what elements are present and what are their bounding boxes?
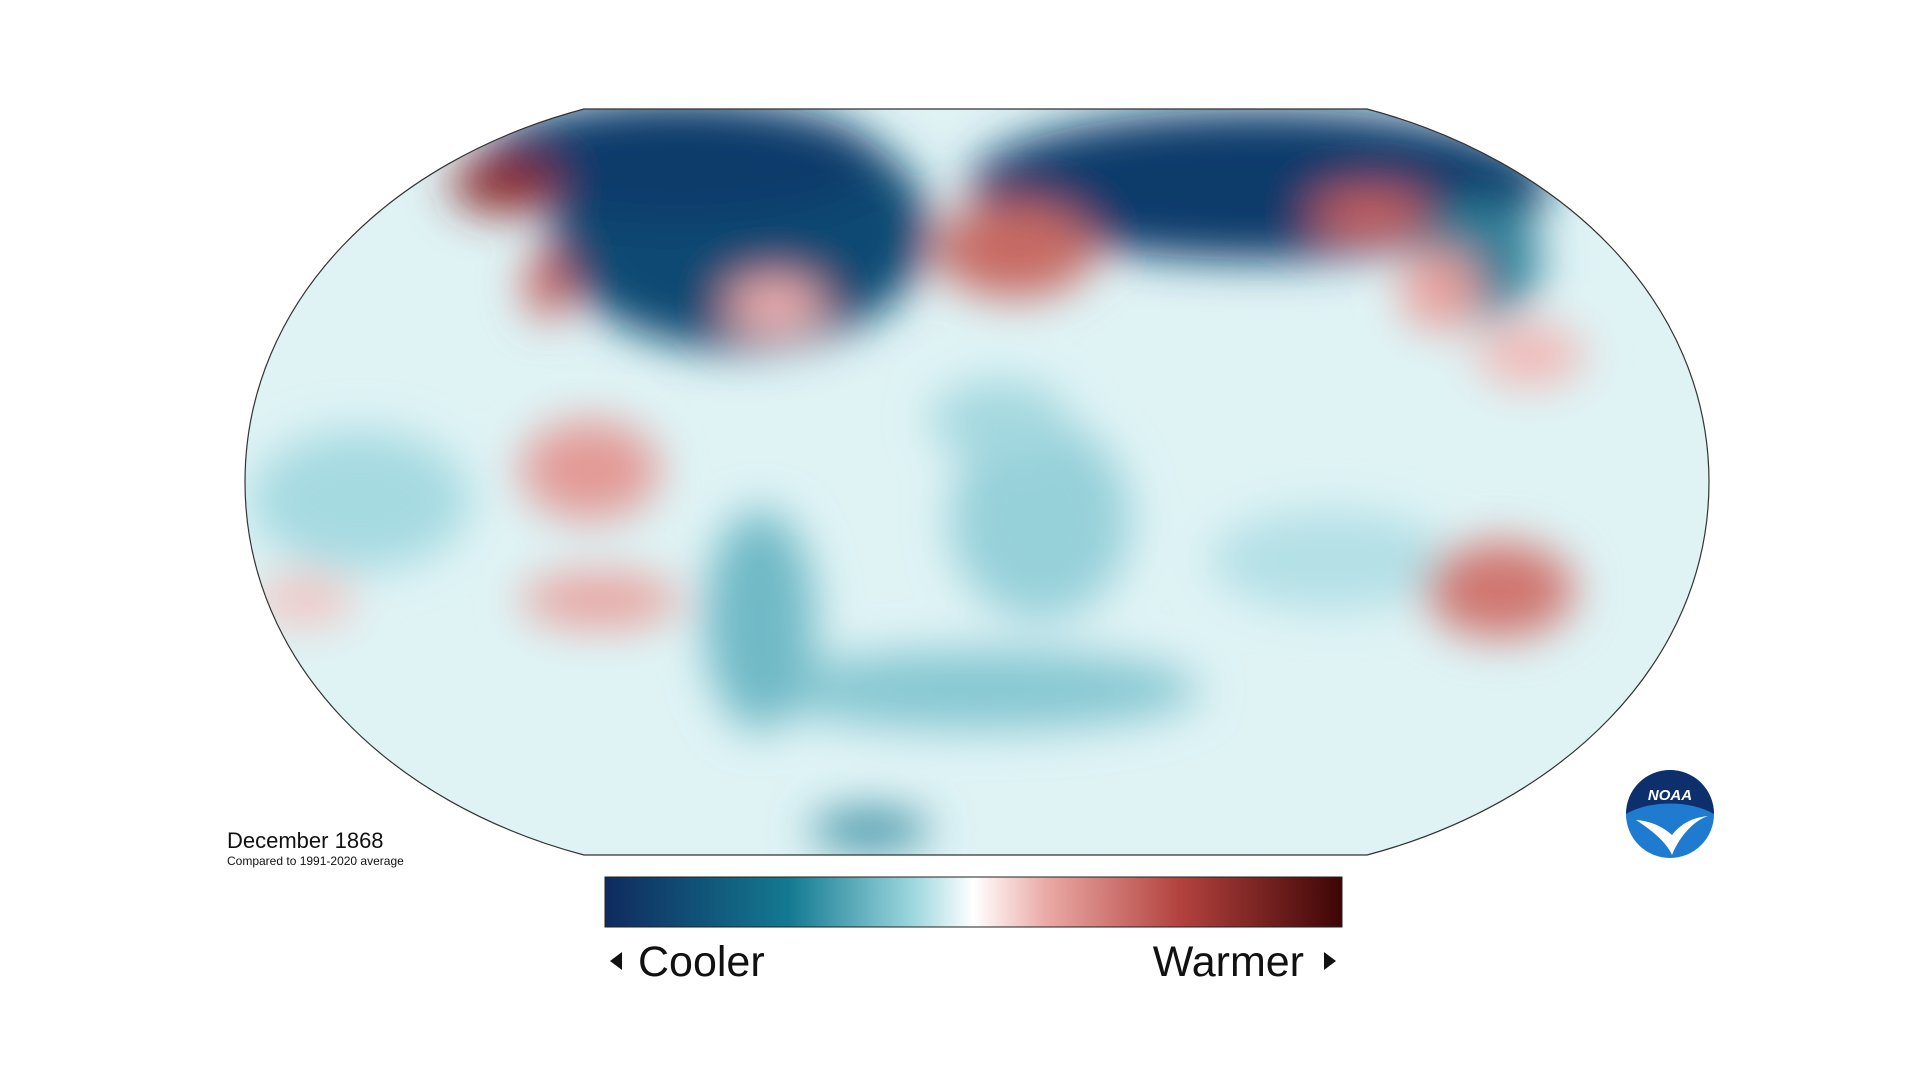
- logo-text: NOAA: [1648, 787, 1692, 804]
- right-arrow: [1324, 952, 1336, 970]
- noaa-logo: NOAA: [1626, 770, 1714, 858]
- map-subtitle: Compared to 1991-2020 average: [227, 854, 404, 868]
- anomaly-map: [245, 109, 1709, 855]
- color-bar: [604, 876, 1343, 928]
- map-outline: [244, 108, 1710, 856]
- legend-high-label: Warmer: [1153, 938, 1304, 986]
- map-title: December 1868: [227, 828, 384, 853]
- left-arrow: [610, 952, 622, 970]
- legend-low-label: Cooler: [638, 938, 765, 986]
